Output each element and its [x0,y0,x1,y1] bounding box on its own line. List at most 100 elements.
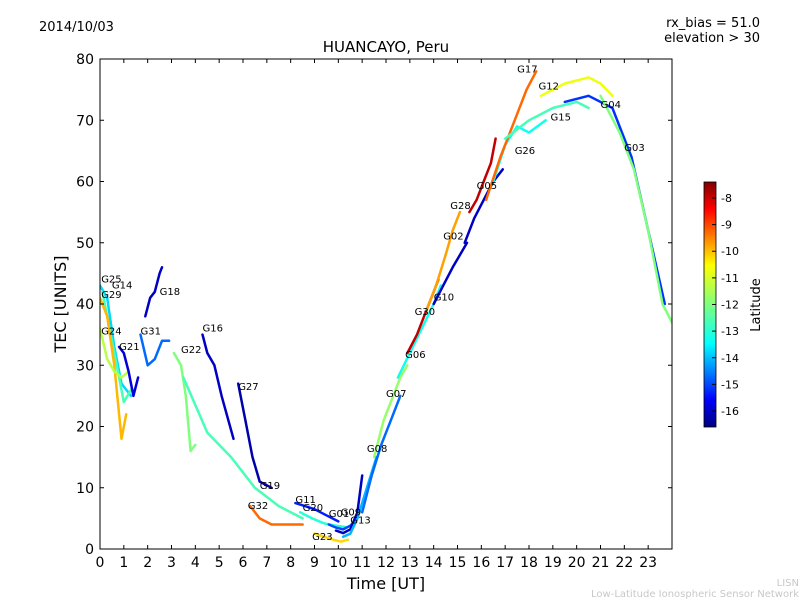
colorbar-tick-label: -10 [721,245,739,258]
y-tick-label: 0 [85,542,94,558]
satellite-label-g17: G17 [517,65,537,76]
y-axis-label: TEC [UNITS] [51,256,70,354]
series-g27 [236,382,273,490]
series-g04 [563,94,667,306]
date-label: 2014/10/03 [39,20,114,35]
x-tick-label: 5 [215,555,224,571]
colorbar-ticks: -8 -9 -10 -11 -12 -13 -14 -15 -16 [712,192,739,418]
x-tick-label: 2 [143,555,152,571]
x-tick-label: 12 [377,555,395,571]
x-tick-label: 23 [639,555,657,571]
satellite-label-g16: G16 [203,324,223,335]
series-g17 [484,70,538,202]
satellite-label-g30: G30 [415,307,435,318]
satellite-label-g05: G05 [477,181,497,192]
x-tick-label: 16 [472,555,490,571]
x-tick-label: 9 [310,555,319,571]
x-axis-ticks: 0 1 2 3 4 5 6 7 8 9 10 11 12 13 14 15 16 17 18 19 20 21 22 23 [96,59,657,571]
series-g05 [463,168,505,245]
satellite-label-g10: G10 [434,292,454,303]
plot-frame [99,58,673,550]
y-axis-ticks: 0 10 20 30 40 50 60 70 80 [76,52,672,558]
y-tick-label: 60 [76,175,94,191]
x-tick-label: 18 [520,555,538,571]
colorbar-tick-label: -9 [721,219,732,232]
series-g32 [248,504,304,526]
series-g10 [425,210,462,312]
satellite-label-g32: G32 [248,501,268,512]
colorbar-tick-label: -15 [721,378,739,391]
x-tick-label: 8 [286,555,295,571]
series-g15 [503,100,590,140]
y-tick-label: 50 [76,236,94,252]
footer-org-long: Low-Latitude Ionospheric Sensor Network [591,589,799,600]
x-tick-label: 14 [425,555,443,571]
series-g12 [539,76,614,98]
series-layer [100,70,672,543]
satellite-label-g28: G28 [450,201,470,212]
series-g07 [372,364,409,459]
satellite-label-g12: G12 [539,82,559,93]
colorbar-label: Latitude [749,278,764,332]
x-tick-label: 19 [544,555,562,571]
x-tick-label: 10 [329,555,347,571]
x-tick-label: 3 [167,555,176,571]
satellite-label-g02: G02 [443,232,463,243]
x-tick-label: 21 [592,555,610,571]
satellite-label-g25: G25 [101,275,121,286]
satellite-label-g01: G01 [329,509,349,520]
satellite-label-g07: G07 [386,389,406,400]
colorbar-tick-label: -12 [721,299,739,312]
x-tick-label: 22 [615,555,633,571]
series-g22 [172,351,197,453]
x-tick-label: 6 [239,555,248,571]
satellite-label-g15: G15 [551,112,571,123]
satellite-label-g14: G14 [112,281,132,292]
satellite-label-g26: G26 [515,146,535,157]
satellite-label-g08: G08 [367,444,387,455]
series-g31 [139,333,171,367]
colorbar-tick-label: -16 [721,405,739,418]
satellite-label-g20: G20 [303,503,323,514]
series-g24 [100,327,130,379]
x-tick-label: 17 [496,555,514,571]
series-g08 [360,394,402,514]
x-tick-label: 0 [96,555,105,571]
series-g16 [201,333,235,441]
y-tick-label: 80 [76,52,94,68]
satellite-label-g31: G31 [141,327,161,338]
satellite-label-g13: G13 [350,515,370,526]
satellite-label-g04: G04 [601,100,621,111]
series-g03 [599,94,672,324]
footer-org-short: LISN [777,578,799,589]
x-tick-label: 20 [568,555,586,571]
satellite-labels: G25G14G29G24G21G31G18G22G16G27G19G32G11G… [101,65,645,543]
x-tick-label: 15 [449,555,467,571]
x-axis-label: Time [UT] [346,574,425,593]
satellite-label-g23: G23 [312,532,332,543]
satellite-label-g29: G29 [101,290,121,301]
series-g20 [298,511,347,529]
satellite-label-g22: G22 [181,345,201,356]
y-tick-label: 40 [76,297,94,313]
colorbar-tick-label: -14 [721,352,739,365]
satellite-label-g03: G03 [624,143,644,154]
satellite-label-g06: G06 [405,350,425,361]
satellite-label-g24: G24 [101,327,121,338]
y-tick-label: 70 [76,113,94,129]
colorbar-tick-label: -13 [721,325,739,338]
y-tick-label: 30 [76,358,94,374]
satellite-label-g21: G21 [119,342,139,353]
series-g21 [117,345,140,398]
x-tick-label: 11 [353,555,371,571]
chart-title: HUANCAYO, Peru [323,38,449,56]
series-g19 [182,376,304,520]
x-tick-label: 13 [401,555,419,571]
x-tick-label: 7 [262,555,271,571]
x-tick-label: 1 [119,555,128,571]
y-tick-label: 20 [76,420,94,436]
series-g02 [432,241,469,306]
series-g28 [468,137,497,214]
rx-bias-label: rx_bias = 51.0 [666,16,760,31]
